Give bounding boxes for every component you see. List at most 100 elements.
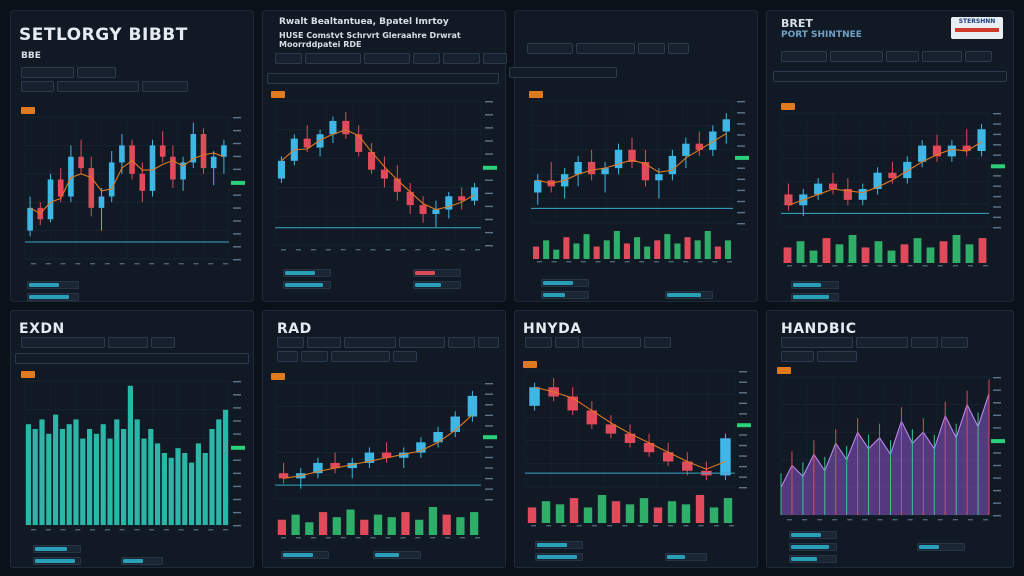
axis-tick bbox=[561, 525, 567, 527]
toolbar-tab[interactable] bbox=[478, 337, 499, 348]
axis-tick bbox=[295, 249, 301, 251]
axis-tick bbox=[149, 263, 155, 265]
toolbar-tab[interactable] bbox=[781, 351, 815, 362]
toolbar-tab[interactable] bbox=[576, 43, 636, 54]
toolbar-tab[interactable] bbox=[885, 51, 920, 62]
axis-tick bbox=[993, 175, 1001, 177]
toolbar-tab[interactable] bbox=[781, 337, 853, 348]
candle-body bbox=[159, 145, 166, 157]
toolbar-tab[interactable] bbox=[668, 43, 689, 54]
toolbar-tab[interactable] bbox=[343, 337, 397, 348]
candle-body bbox=[200, 134, 207, 169]
axis-tick bbox=[104, 529, 110, 531]
axis-tick bbox=[737, 211, 745, 214]
stat-bar bbox=[33, 557, 81, 565]
toolbar-tab[interactable] bbox=[277, 337, 305, 348]
toolbar-tab[interactable] bbox=[141, 81, 188, 92]
toolbar-tab[interactable] bbox=[448, 337, 476, 348]
candle-body bbox=[977, 129, 986, 151]
toolbar-tab[interactable] bbox=[57, 81, 139, 92]
toolbar-tab[interactable] bbox=[527, 43, 574, 54]
bar bbox=[134, 419, 140, 525]
axis-tick bbox=[993, 133, 1001, 136]
volume-bar bbox=[848, 235, 857, 263]
axis-tick bbox=[737, 134, 745, 136]
candle-body bbox=[587, 162, 596, 175]
toolbar-tab[interactable] bbox=[855, 337, 909, 348]
toolbar-tab[interactable] bbox=[964, 51, 992, 62]
toolbar-tab[interactable] bbox=[482, 53, 507, 64]
axis-tick bbox=[90, 263, 96, 265]
toolbar-tab[interactable] bbox=[277, 351, 298, 362]
stat-bar bbox=[27, 281, 79, 289]
toolbar-tab[interactable] bbox=[363, 53, 410, 64]
axis-tick bbox=[802, 519, 808, 521]
toolbar-tab[interactable] bbox=[781, 51, 828, 62]
axis-tick bbox=[233, 220, 241, 222]
chart-p7 bbox=[524, 370, 751, 527]
toolbar-tab[interactable] bbox=[922, 51, 962, 62]
candle-body bbox=[330, 462, 340, 469]
toolbar-tab[interactable] bbox=[21, 67, 74, 78]
toolbar-tab[interactable] bbox=[817, 351, 858, 362]
volume-bar bbox=[926, 247, 935, 263]
ticker-badge bbox=[523, 361, 537, 368]
bar bbox=[59, 429, 65, 525]
candle-body bbox=[720, 438, 731, 476]
axis-tick bbox=[475, 537, 480, 539]
panel-title: EXDN bbox=[19, 321, 65, 337]
toolbar-tab[interactable] bbox=[300, 351, 328, 362]
toolbar-tab[interactable] bbox=[392, 351, 417, 362]
toolbar-tab[interactable] bbox=[830, 51, 883, 62]
toolbar-tab[interactable] bbox=[275, 53, 303, 64]
candle-body bbox=[567, 396, 578, 411]
toolbar-tab[interactable] bbox=[307, 337, 341, 348]
price-marker bbox=[735, 155, 749, 160]
panel-corner-text bbox=[723, 321, 747, 329]
toolbar-tab[interactable] bbox=[21, 81, 55, 92]
chart-p4 bbox=[780, 112, 1005, 267]
volume-bar bbox=[913, 238, 922, 263]
axis-tick bbox=[922, 265, 928, 267]
volume-bar bbox=[277, 519, 286, 535]
axis-tick bbox=[739, 392, 747, 394]
stat-bar bbox=[33, 545, 81, 553]
toolbar-tab[interactable] bbox=[911, 337, 939, 348]
toolbar-tab[interactable] bbox=[525, 337, 553, 348]
axis-tick bbox=[281, 249, 286, 251]
axis-tick bbox=[668, 525, 674, 527]
toolbar-tab[interactable] bbox=[581, 337, 641, 348]
axis-tick bbox=[233, 168, 241, 171]
candle-body bbox=[932, 145, 942, 157]
toolbar-tab[interactable] bbox=[443, 53, 480, 64]
toolbar-tab[interactable] bbox=[21, 337, 106, 348]
panel-4: BRET PORT SHINTNEE STERSHNN bbox=[766, 10, 1014, 302]
axis-tick bbox=[802, 265, 808, 267]
axis-tick bbox=[739, 402, 747, 405]
toolbar-tab[interactable] bbox=[638, 43, 666, 54]
stat-bar bbox=[789, 555, 837, 563]
axis-tick bbox=[485, 140, 493, 142]
axis-tick bbox=[993, 113, 1001, 115]
toolbar-tab[interactable] bbox=[643, 337, 671, 348]
toolbar-tab[interactable] bbox=[76, 67, 117, 78]
candle-body bbox=[641, 162, 650, 181]
toolbar-tab[interactable] bbox=[305, 53, 361, 64]
toolbar-tab[interactable] bbox=[330, 351, 390, 362]
volume-bar bbox=[796, 241, 805, 263]
candle-body bbox=[342, 120, 350, 135]
candle-body bbox=[88, 168, 95, 208]
toolbar-tab[interactable] bbox=[412, 53, 440, 64]
candle-body bbox=[534, 180, 542, 193]
candle-body bbox=[601, 168, 609, 175]
candle-body bbox=[784, 194, 793, 206]
toolbar-tab[interactable] bbox=[399, 337, 446, 348]
toolbar-tab[interactable] bbox=[941, 337, 969, 348]
axis-tick bbox=[698, 525, 704, 527]
toolbar-tab[interactable] bbox=[108, 337, 149, 348]
axis-tick bbox=[739, 371, 747, 373]
toolbar-row-1 bbox=[275, 53, 507, 64]
toolbar-tab[interactable] bbox=[555, 337, 579, 348]
stat-bar bbox=[373, 551, 421, 559]
toolbar-tab[interactable] bbox=[151, 337, 175, 348]
